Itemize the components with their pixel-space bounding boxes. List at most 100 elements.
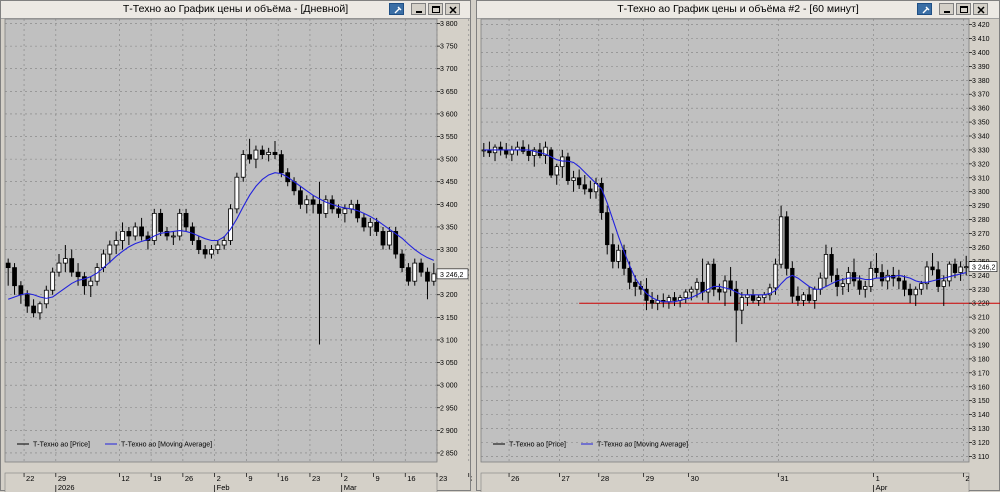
candle[interactable] xyxy=(113,231,119,255)
candle[interactable] xyxy=(722,275,728,306)
candle[interactable] xyxy=(304,195,310,214)
candle[interactable] xyxy=(548,147,554,178)
candle[interactable] xyxy=(823,244,829,287)
minimize-button[interactable] xyxy=(411,3,426,15)
candle[interactable] xyxy=(543,141,548,164)
candle[interactable] xyxy=(425,267,430,300)
candle[interactable] xyxy=(266,147,272,162)
minimize-button[interactable] xyxy=(939,3,954,15)
candle[interactable] xyxy=(196,235,202,255)
candle[interactable] xyxy=(863,280,868,298)
candle[interactable] xyxy=(739,292,744,325)
title-bar[interactable]: Т-Техно ао График цены и объёма #2 - [60… xyxy=(477,1,999,19)
candle[interactable] xyxy=(170,231,176,246)
candle[interactable] xyxy=(930,253,935,276)
candle[interactable] xyxy=(577,169,582,189)
candle[interactable] xyxy=(75,263,81,286)
candle[interactable] xyxy=(964,255,969,276)
candle[interactable] xyxy=(431,263,437,286)
candle[interactable] xyxy=(840,278,845,295)
candle[interactable] xyxy=(958,261,963,281)
candle[interactable] xyxy=(784,211,789,276)
candle[interactable] xyxy=(756,294,761,306)
candle[interactable] xyxy=(706,261,711,304)
candle[interactable] xyxy=(582,175,587,195)
candle[interactable] xyxy=(790,261,795,304)
candle[interactable] xyxy=(829,247,834,283)
candle[interactable] xyxy=(571,170,576,192)
candle[interactable] xyxy=(605,205,610,255)
candle[interactable] xyxy=(37,301,43,320)
candle[interactable] xyxy=(31,299,36,318)
candle[interactable] xyxy=(913,286,918,306)
candle[interactable] xyxy=(240,150,246,182)
candle[interactable] xyxy=(247,138,252,164)
candle[interactable] xyxy=(399,249,405,273)
candle[interactable] xyxy=(164,226,170,241)
close-button[interactable] xyxy=(973,3,988,15)
pin-button[interactable] xyxy=(389,3,404,15)
candle[interactable] xyxy=(907,283,913,304)
candle[interactable] xyxy=(126,226,132,246)
candle[interactable] xyxy=(711,258,716,297)
candle[interactable] xyxy=(107,240,113,264)
candle[interactable] xyxy=(879,264,885,287)
candle[interactable] xyxy=(412,258,418,286)
candle[interactable] xyxy=(599,177,604,220)
candle[interactable] xyxy=(554,163,559,185)
close-button[interactable] xyxy=(445,3,460,15)
candle[interactable] xyxy=(532,147,537,167)
candle[interactable] xyxy=(418,258,424,277)
candle[interactable] xyxy=(88,276,94,298)
candle[interactable] xyxy=(672,292,677,306)
candle[interactable] xyxy=(132,222,138,241)
candle[interactable] xyxy=(43,285,49,309)
candle[interactable] xyxy=(151,208,157,246)
candle[interactable] xyxy=(317,181,322,345)
candle[interactable] xyxy=(215,240,221,255)
candle[interactable] xyxy=(734,280,739,343)
candle[interactable] xyxy=(24,290,30,313)
candle[interactable] xyxy=(795,286,801,306)
candle[interactable] xyxy=(177,208,183,241)
candle[interactable] xyxy=(82,272,87,295)
candle[interactable] xyxy=(56,254,62,277)
candle[interactable] xyxy=(183,208,189,232)
candle[interactable] xyxy=(947,261,952,287)
candle[interactable] xyxy=(616,244,621,269)
candle[interactable] xyxy=(374,217,380,236)
candle[interactable] xyxy=(62,245,68,273)
candle[interactable] xyxy=(526,144,531,162)
candle[interactable] xyxy=(767,283,773,301)
candle[interactable] xyxy=(520,140,526,155)
candle[interactable] xyxy=(361,213,367,232)
candle[interactable] xyxy=(228,204,233,246)
candle[interactable] xyxy=(221,235,227,250)
candle[interactable] xyxy=(936,261,941,293)
candle[interactable] xyxy=(393,226,399,259)
maximize-button[interactable] xyxy=(428,3,443,15)
candle[interactable] xyxy=(209,245,214,259)
candle[interactable] xyxy=(649,292,655,309)
price-chart[interactable]: 3 420 3 410 3 400 3 390 3 380 3 370 3 360 3 350… xyxy=(477,1,1000,492)
candle[interactable] xyxy=(610,233,615,269)
candle[interactable] xyxy=(50,267,56,295)
candle[interactable] xyxy=(924,261,930,290)
candle[interactable] xyxy=(298,186,303,209)
candle[interactable] xyxy=(778,205,784,269)
candle[interactable] xyxy=(259,145,265,160)
candle[interactable] xyxy=(560,149,565,178)
candle[interactable] xyxy=(801,292,806,306)
candle[interactable] xyxy=(773,258,778,295)
candle[interactable] xyxy=(120,222,125,250)
candle[interactable] xyxy=(278,150,284,178)
candle[interactable] xyxy=(380,226,386,250)
candle[interactable] xyxy=(234,172,240,214)
candle[interactable] xyxy=(386,226,392,250)
candle[interactable] xyxy=(202,245,208,259)
candle[interactable] xyxy=(874,253,879,279)
price-chart[interactable]: 3 800 3 750 3 700 3 650 3 600 3 550 3 500 3 450… xyxy=(1,1,472,492)
candle[interactable] xyxy=(69,249,75,277)
candle[interactable] xyxy=(406,263,411,286)
candle[interactable] xyxy=(367,217,373,236)
